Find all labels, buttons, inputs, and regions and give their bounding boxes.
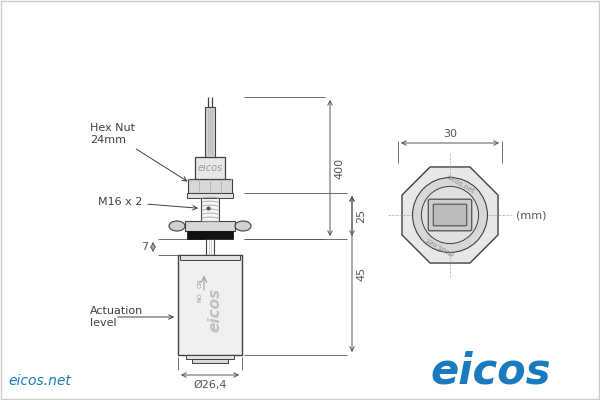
- Bar: [187, 231, 233, 239]
- Circle shape: [421, 186, 479, 244]
- Bar: [188, 179, 232, 193]
- Text: Actuation
level: Actuation level: [90, 306, 143, 328]
- Circle shape: [413, 178, 487, 252]
- Text: 45: 45: [356, 267, 366, 281]
- Text: eicos: eicos: [430, 350, 551, 392]
- Text: ON: ON: [197, 278, 203, 288]
- FancyBboxPatch shape: [433, 204, 467, 226]
- Text: eicos: eicos: [197, 163, 223, 173]
- Text: 7: 7: [141, 242, 148, 252]
- Bar: [186, 355, 234, 359]
- Text: Hex Nut
24mm: Hex Nut 24mm: [90, 123, 187, 181]
- Bar: [205, 107, 215, 157]
- Text: eicos.net: eicos.net: [445, 173, 475, 194]
- Bar: [195, 157, 225, 179]
- Text: 30: 30: [443, 129, 457, 139]
- Text: 400: 400: [334, 158, 344, 178]
- Bar: [185, 221, 235, 231]
- Polygon shape: [402, 167, 498, 263]
- Text: M16 x 2: M16 x 2: [98, 197, 197, 210]
- Text: Ø26,4: Ø26,4: [193, 380, 227, 390]
- Ellipse shape: [235, 221, 251, 231]
- Bar: [192, 359, 228, 363]
- Bar: [180, 255, 240, 260]
- Ellipse shape: [169, 221, 185, 231]
- Text: eicos.net: eicos.net: [8, 374, 71, 388]
- FancyBboxPatch shape: [428, 199, 472, 231]
- Bar: [201, 193, 219, 221]
- Text: eicos.net: eicos.net: [425, 236, 455, 257]
- Bar: [178, 255, 242, 355]
- Text: (mm): (mm): [516, 210, 547, 220]
- Text: eicos: eicos: [208, 288, 223, 332]
- Bar: [187, 193, 233, 198]
- Text: 25: 25: [356, 209, 366, 223]
- Text: NO: NO: [197, 292, 203, 302]
